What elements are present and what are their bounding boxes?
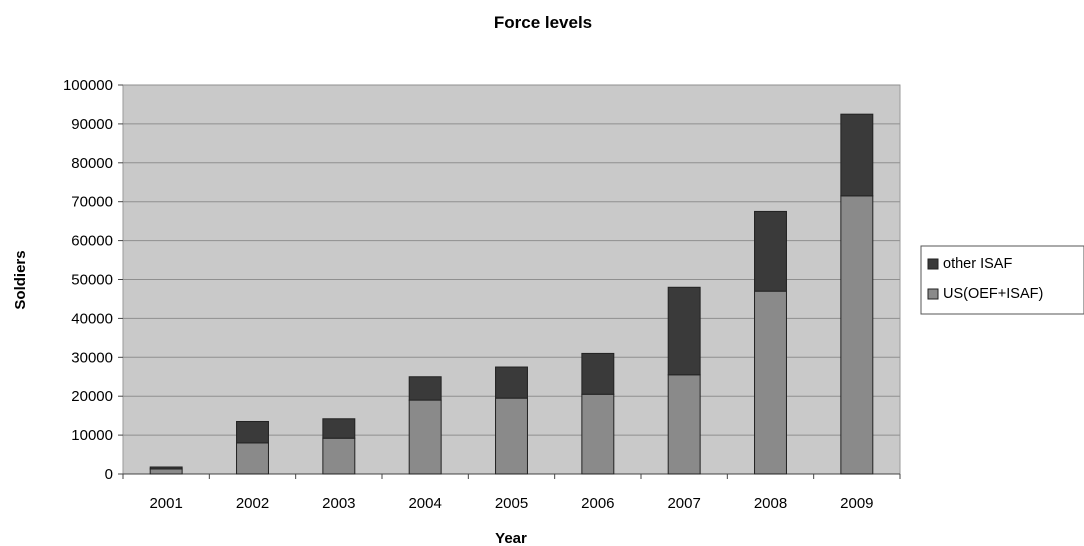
x-tick-label: 2003 bbox=[322, 495, 355, 512]
bar-us-2005 bbox=[495, 397, 528, 475]
bar-other-isaf-2001 bbox=[149, 466, 183, 470]
legend-swatch bbox=[927, 288, 939, 300]
legend-box bbox=[920, 245, 1084, 315]
bar-us-2003 bbox=[322, 437, 356, 475]
x-tick-label: 2006 bbox=[581, 495, 614, 512]
bars bbox=[149, 113, 874, 475]
y-tick-label: 90000 bbox=[71, 116, 113, 133]
bar-us-2007 bbox=[667, 374, 701, 475]
y-tick-label: 80000 bbox=[71, 155, 113, 172]
x-tick-label: 2007 bbox=[667, 495, 700, 512]
bar-us-2008 bbox=[754, 290, 787, 475]
y-tick-label: 10000 bbox=[71, 427, 113, 444]
bar-other-isaf-2003 bbox=[322, 418, 356, 439]
x-axis-label: Year bbox=[495, 530, 527, 546]
chart-title: Force levels bbox=[494, 13, 592, 32]
y-axis-ticks: 0 10000 20000 30000 40000 50000 60000 70000 8000… bbox=[63, 77, 900, 483]
bar-us-2009 bbox=[840, 195, 874, 475]
bar-other-isaf-2006 bbox=[581, 352, 615, 395]
x-tick-label: 2009 bbox=[840, 495, 873, 512]
x-tick-label: 2005 bbox=[495, 495, 528, 512]
x-axis-ticks: 2001 2002 2003 2004 2005 2006 2007 2008 2009 bbox=[122, 474, 901, 512]
y-tick-label: 30000 bbox=[71, 349, 113, 366]
bar-other-isaf-2002 bbox=[236, 420, 269, 444]
bar-other-isaf-2005 bbox=[495, 366, 528, 399]
y-tick-label: 60000 bbox=[71, 233, 113, 250]
y-tick-label: 50000 bbox=[71, 272, 113, 289]
bar-other-isaf-2004 bbox=[408, 376, 442, 401]
legend-swatch bbox=[927, 258, 939, 270]
bar-other-isaf-2007 bbox=[667, 286, 701, 376]
bar-us-2004 bbox=[408, 399, 442, 475]
bar-other-isaf-2008 bbox=[754, 210, 787, 292]
x-tick-label: 2004 bbox=[408, 495, 441, 512]
legend-label: US(OEF+ISAF) bbox=[943, 286, 1043, 302]
y-tick-label: 40000 bbox=[71, 310, 113, 327]
y-tick-label: 70000 bbox=[71, 194, 113, 211]
bar-us-2002 bbox=[236, 442, 269, 475]
legend-label: other ISAF bbox=[943, 256, 1012, 272]
bar-us-2006 bbox=[581, 393, 615, 475]
x-tick-label: 2008 bbox=[754, 495, 787, 512]
y-tick-label: 100000 bbox=[63, 77, 113, 94]
x-tick-label: 2001 bbox=[149, 495, 182, 512]
y-axis-label: Soldiers bbox=[12, 250, 29, 309]
bar-other-isaf-2009 bbox=[840, 113, 874, 197]
y-tick-label: 0 bbox=[105, 466, 113, 483]
x-tick-label: 2002 bbox=[236, 495, 269, 512]
legend: other ISAF US(OEF+ISAF) bbox=[920, 245, 1084, 315]
y-tick-label: 20000 bbox=[71, 388, 113, 405]
bar-us-2001 bbox=[149, 468, 183, 475]
